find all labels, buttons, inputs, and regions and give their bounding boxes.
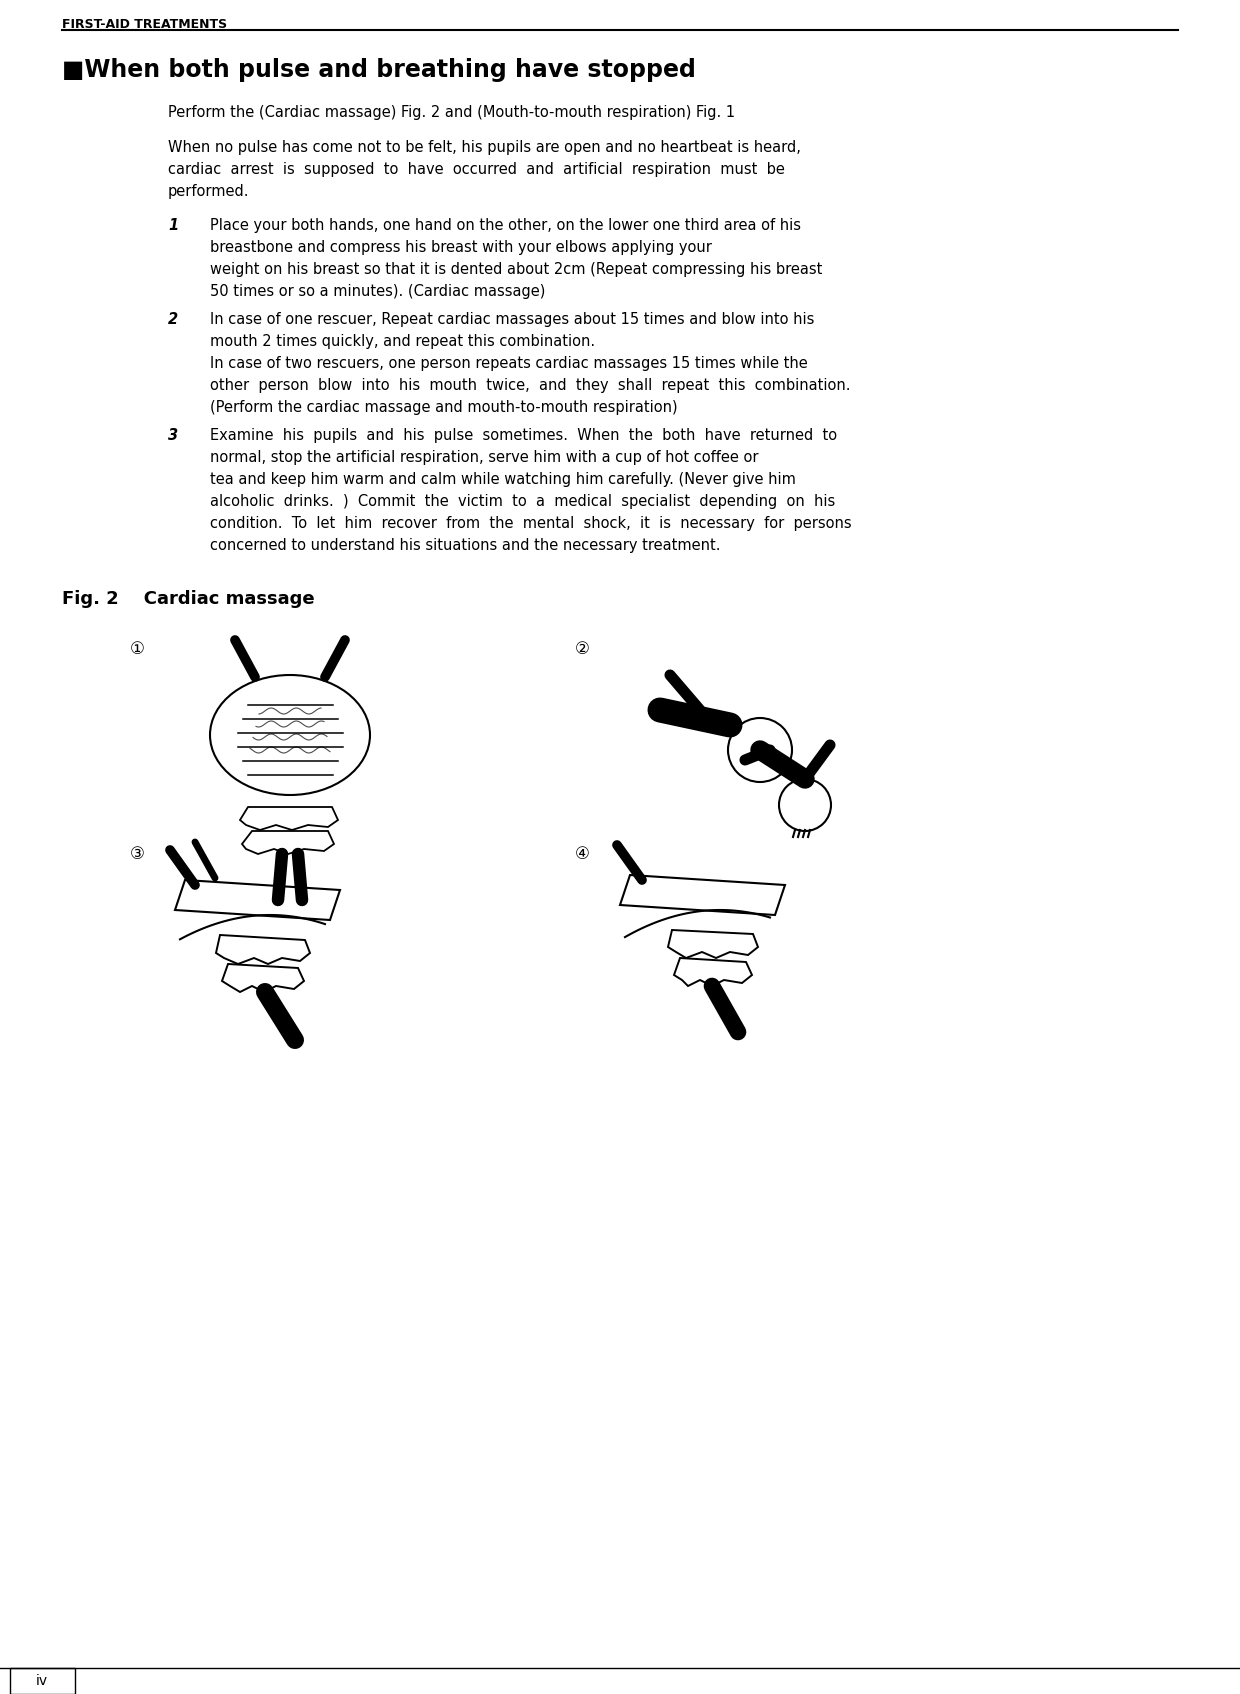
Polygon shape xyxy=(216,935,310,964)
Polygon shape xyxy=(242,832,334,854)
Text: cardiac  arrest  is  supposed  to  have  occurred  and  artificial  respiration : cardiac arrest is supposed to have occur… xyxy=(167,163,785,176)
Circle shape xyxy=(779,779,831,832)
Polygon shape xyxy=(175,879,340,920)
Polygon shape xyxy=(675,959,751,986)
Text: mouth 2 times quickly, and repeat this combination.: mouth 2 times quickly, and repeat this c… xyxy=(210,334,595,349)
FancyBboxPatch shape xyxy=(10,1669,74,1694)
Text: Place your both hands, one hand on the other, on the lower one third area of his: Place your both hands, one hand on the o… xyxy=(210,219,801,234)
Text: 3: 3 xyxy=(167,429,179,444)
Text: Perform the (Cardiac massage) Fig. 2 and (Mouth-to-mouth respiration) Fig. 1: Perform the (Cardiac massage) Fig. 2 and… xyxy=(167,105,735,120)
Text: ■When both pulse and breathing have stopped: ■When both pulse and breathing have stop… xyxy=(62,58,696,81)
Polygon shape xyxy=(668,930,758,959)
Text: normal, stop the artificial respiration, serve him with a cup of hot coffee or: normal, stop the artificial respiration,… xyxy=(210,451,759,464)
Text: In case of two rescuers, one person repeats cardiac massages 15 times while the: In case of two rescuers, one person repe… xyxy=(210,356,807,371)
Text: ①: ① xyxy=(130,640,145,657)
Text: other  person  blow  into  his  mouth  twice,  and  they  shall  repeat  this  c: other person blow into his mouth twice, … xyxy=(210,378,851,393)
Ellipse shape xyxy=(210,674,370,794)
Text: When no pulse has come not to be felt, his pupils are open and no heartbeat is h: When no pulse has come not to be felt, h… xyxy=(167,141,801,154)
Text: tea and keep him warm and calm while watching him carefully. (Never give him: tea and keep him warm and calm while wat… xyxy=(210,473,796,486)
Text: ④: ④ xyxy=(575,845,590,862)
Text: Examine  his  pupils  and  his  pulse  sometimes.  When  the  both  have  return: Examine his pupils and his pulse sometim… xyxy=(210,429,837,444)
Text: condition.  To  let  him  recover  from  the  mental  shock,  it  is  necessary : condition. To let him recover from the m… xyxy=(210,517,852,530)
Text: FIRST-AID TREATMENTS: FIRST-AID TREATMENTS xyxy=(62,19,227,30)
Text: concerned to understand his situations and the necessary treatment.: concerned to understand his situations a… xyxy=(210,539,720,552)
Text: iv: iv xyxy=(36,1674,48,1687)
Text: performed.: performed. xyxy=(167,185,249,198)
Circle shape xyxy=(728,718,792,783)
Polygon shape xyxy=(620,876,785,915)
Text: (Perform the cardiac massage and mouth-to-mouth respiration): (Perform the cardiac massage and mouth-t… xyxy=(210,400,677,415)
Text: 50 times or so a minutes). (Cardiac massage): 50 times or so a minutes). (Cardiac mass… xyxy=(210,285,546,300)
Text: In case of one rescuer, Repeat cardiac massages about 15 times and blow into his: In case of one rescuer, Repeat cardiac m… xyxy=(210,312,815,327)
Polygon shape xyxy=(241,806,339,830)
Text: 2: 2 xyxy=(167,312,179,327)
Text: weight on his breast so that it is dented about 2cm (Repeat compressing his brea: weight on his breast so that it is dente… xyxy=(210,263,822,278)
Text: Fig. 2    Cardiac massage: Fig. 2 Cardiac massage xyxy=(62,590,315,608)
Text: alcoholic  drinks.  )  Commit  the  victim  to  a  medical  specialist  dependin: alcoholic drinks. ) Commit the victim to… xyxy=(210,495,836,508)
Text: ③: ③ xyxy=(130,845,145,862)
Text: 1: 1 xyxy=(167,219,179,234)
Text: breastbone and compress his breast with your elbows applying your: breastbone and compress his breast with … xyxy=(210,241,712,256)
Text: ②: ② xyxy=(575,640,590,657)
Polygon shape xyxy=(222,964,304,993)
